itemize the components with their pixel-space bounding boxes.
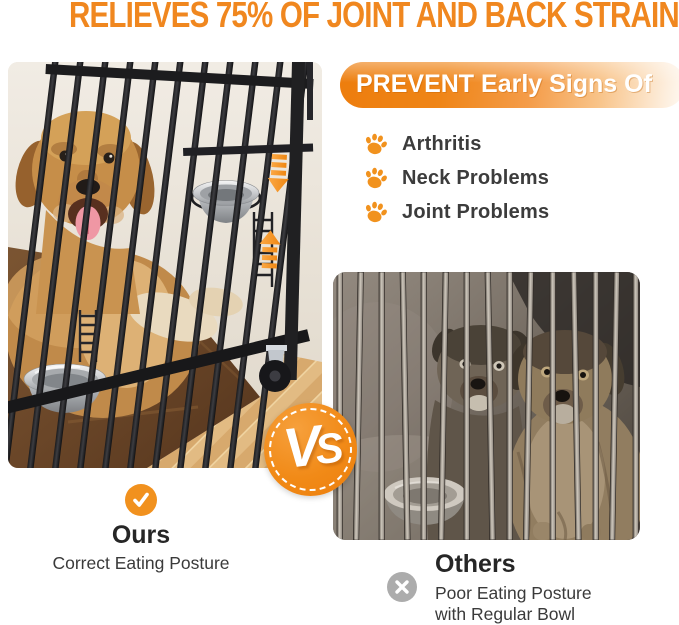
list-item: Neck Problems (363, 166, 549, 190)
ours-title: Ours (111, 521, 171, 549)
prevent-banner-label: PREVENT Early Signs Of (356, 70, 652, 98)
list-item-label: Neck Problems (402, 166, 550, 189)
down-arrow-icon (267, 154, 289, 193)
others-block: Others Poor Eating Posture with Regular … (387, 550, 657, 625)
page-title: RELIEVES 75% OF JOINT AND BACK STRAINS (69, 0, 679, 35)
list-item: Joint Problems (363, 200, 549, 224)
ours-photo (8, 62, 322, 468)
vs-label: VS (279, 413, 341, 481)
height-adjust-arrows (259, 154, 289, 269)
cage-scene (333, 272, 640, 540)
ours-caption: Correct Eating Posture (52, 553, 230, 573)
prevent-banner: PREVENT Early Signs Of (340, 62, 679, 108)
others-caption-line1: Poor Eating Posture (435, 583, 592, 603)
caster-wheel (259, 345, 291, 392)
check-icon (125, 484, 157, 516)
others-photo (333, 272, 640, 540)
check-glyph (133, 492, 149, 507)
paw-icon (365, 167, 387, 188)
cage-bars (336, 272, 639, 540)
paw-icon (365, 133, 387, 154)
list-item-label: Arthritis (402, 132, 482, 155)
others-caption: Poor Eating Posture with Regular Bowl (435, 583, 657, 625)
others-title: Others (435, 550, 516, 578)
up-arrow-icon (259, 230, 281, 269)
crate-bars (8, 62, 314, 468)
list-item-label: Joint Problems (402, 200, 550, 223)
x-glyph (395, 580, 409, 594)
vs-badge: VS (264, 403, 357, 496)
others-text: Others Poor Eating Posture with Regular … (435, 550, 657, 625)
right-dog (507, 330, 640, 540)
ours-block: Ours Correct Eating Posture (36, 484, 246, 574)
prevention-list: Arthritis Neck Problems (363, 132, 549, 234)
others-caption-line2: with Regular Bowl (435, 604, 576, 624)
list-item: Arthritis (363, 132, 549, 156)
crate-scene (8, 62, 322, 468)
x-icon (387, 572, 417, 602)
paw-icon (365, 201, 387, 222)
